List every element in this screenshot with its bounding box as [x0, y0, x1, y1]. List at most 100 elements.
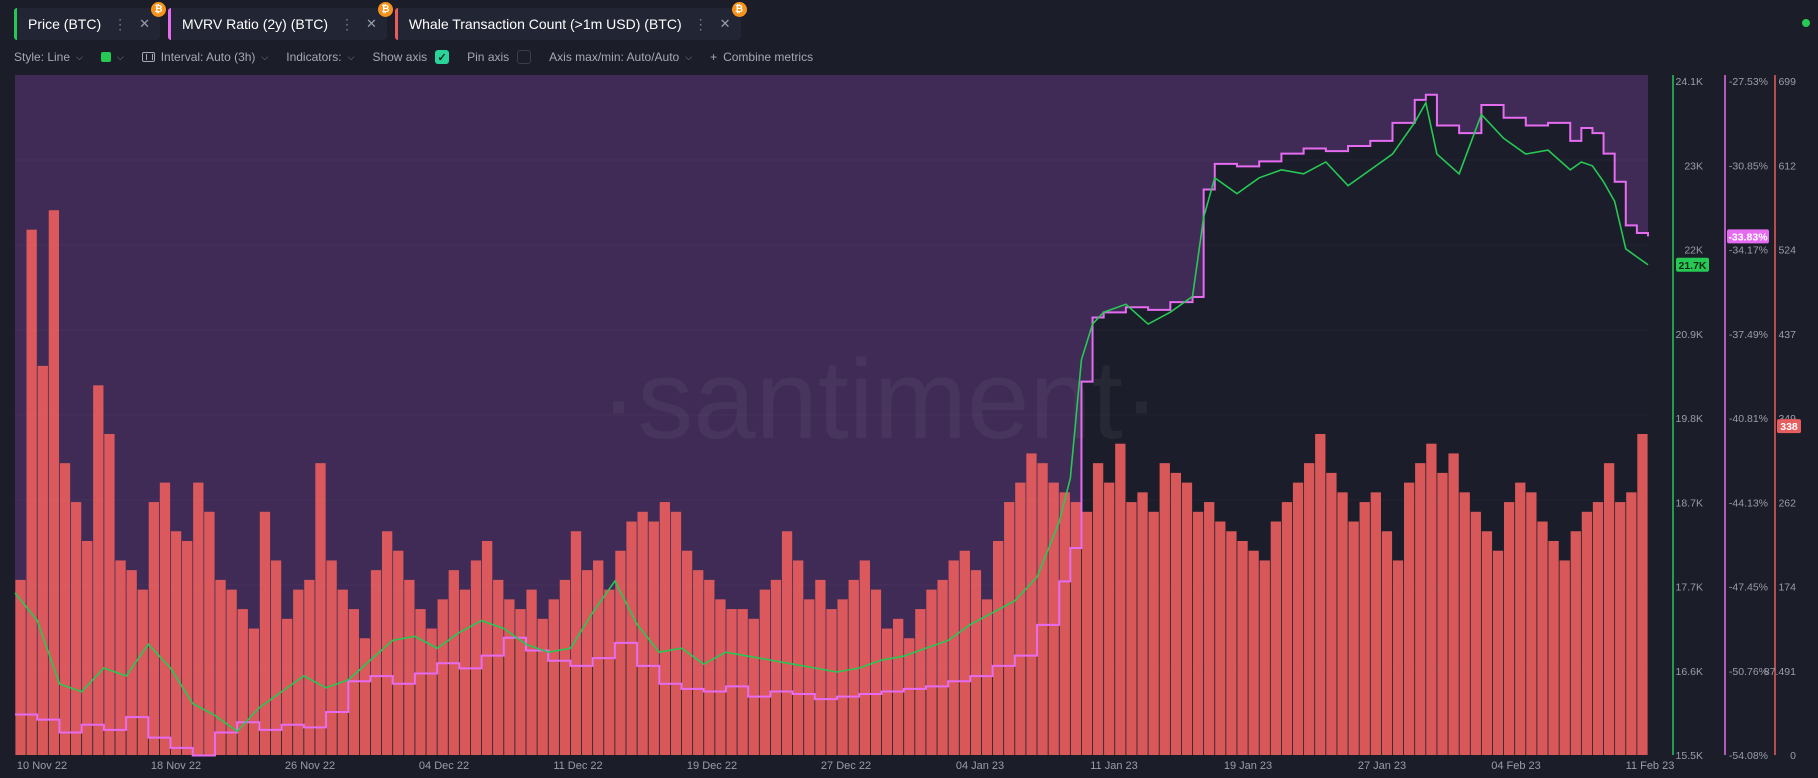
x-tick-label: 19 Jan 23 [1224, 760, 1272, 772]
y-tick-label: -50.76% [1729, 666, 1768, 678]
x-axis-ticks: 10 Nov 22 18 Nov 22 26 Nov 22 04 Dec 22 11 D… [17, 760, 1674, 772]
whale-bar [337, 589, 348, 755]
whale-bar [1059, 492, 1070, 755]
chevron-down-icon: ⌵ [76, 51, 83, 62]
whale-bar [1159, 463, 1170, 755]
bitcoin-icon: ₿ [731, 2, 747, 17]
whale-bar [182, 540, 193, 755]
interval-dropdown[interactable]: Interval: Auto (3h) ⌵ [141, 50, 269, 64]
live-status-dot [1802, 19, 1810, 27]
combine-metrics-button[interactable]: + Combine metrics [710, 50, 813, 64]
whale-bar [804, 599, 815, 755]
whale-bar [237, 609, 248, 755]
whale-bar [1026, 453, 1037, 755]
y-tick-label: 699 [1778, 76, 1796, 88]
x-tick-label: 27 Jan 23 [1358, 760, 1406, 772]
watermark: ·santiment· [600, 337, 1160, 462]
close-icon[interactable]: ✕ [366, 16, 377, 31]
whale-bar [15, 579, 26, 755]
axis-maxmin-label: Axis max/min: Auto/Auto [549, 50, 680, 64]
whale-bar [82, 540, 93, 755]
whale-bar [548, 599, 559, 755]
whale-bar [259, 511, 271, 755]
whale-bar [215, 579, 226, 755]
whale-bar [537, 618, 548, 755]
whale-bar [1592, 502, 1604, 755]
x-tick-label: 11 Feb 23 [1626, 760, 1675, 772]
whale-bar [759, 589, 771, 755]
close-icon[interactable]: ✕ [719, 16, 731, 31]
color-picker[interactable]: ⌵ [100, 52, 124, 63]
show-axis-label: Show axis [372, 50, 428, 64]
whale-bar [304, 579, 315, 755]
metric-color-bar [394, 8, 398, 40]
style-dropdown[interactable]: Style: Line ⌵ [14, 50, 83, 64]
whale-bar [1015, 482, 1026, 755]
whale-bar [93, 385, 104, 755]
metric-tab-whale[interactable]: Whale Transaction Count (>1m USD) (BTC) … [394, 2, 747, 40]
whale-bar [926, 589, 937, 755]
whale-bar [1459, 492, 1470, 755]
more-options-icon[interactable]: ⋮ [113, 15, 128, 32]
whale-bar [1181, 482, 1193, 755]
pin-axis-toggle[interactable]: Pin axis [467, 50, 532, 64]
axis-maxmin-dropdown[interactable]: Axis max/min: Auto/Auto ⌵ [549, 50, 692, 64]
whale-bar [37, 365, 48, 755]
whale-bar [1048, 482, 1059, 755]
chevron-down-icon: ⌵ [347, 51, 355, 62]
metric-tab-price[interactable]: Price (BTC) ⋮ ✕ ₿ [14, 2, 167, 40]
whale-bar [193, 482, 204, 755]
whale-bar [1426, 443, 1437, 755]
whale-bar [1204, 502, 1215, 755]
whale-bar [1215, 521, 1226, 755]
whale-bar [1315, 433, 1326, 755]
whale-bar [248, 628, 259, 755]
metric-tab-label: MVRV Ratio (2y) (BTC) [182, 16, 329, 32]
whale-bar [137, 589, 148, 755]
metric-tab-label: Whale Transaction Count (>1m USD) (BTC) [408, 16, 682, 32]
whale-bar [293, 589, 304, 755]
price-series-line [14, 100, 1649, 733]
more-options-icon[interactable]: ⋮ [693, 15, 708, 32]
whale-bar [837, 599, 848, 755]
whale-bar [915, 609, 926, 755]
y-tick-label: 612 [1778, 160, 1796, 172]
checkmark-icon[interactable]: ✓ [435, 50, 450, 64]
interval-label: Interval: Auto (3h) [160, 50, 256, 64]
metric-tab-label: Price (BTC) [28, 16, 102, 32]
whale-bar [892, 618, 904, 755]
whale-bar [1270, 521, 1282, 755]
whale-bar [1492, 550, 1504, 755]
y-tick-label: -37.49% [1729, 329, 1768, 341]
y-tick-label: 15.5K [1676, 750, 1703, 762]
whale-bar [693, 570, 704, 755]
y-tick-label: 437 [1778, 329, 1796, 341]
style-label: Style: Line [14, 50, 71, 64]
show-axis-toggle[interactable]: Show axis ✓ [372, 50, 450, 64]
whale-bar [159, 482, 171, 755]
y-tick-label: 20.9K [1676, 329, 1703, 341]
y-tick-label: -30.85% [1729, 160, 1768, 172]
checkbox-empty[interactable] [517, 50, 532, 64]
whale-bar [404, 579, 415, 755]
color-swatch [100, 52, 111, 62]
close-icon[interactable]: ✕ [139, 16, 151, 31]
indicators-dropdown[interactable]: Indicators: ⌵ [286, 50, 354, 64]
y-tick-label: 22K [1684, 245, 1703, 257]
whale-bar [426, 628, 437, 755]
whale-bar [115, 560, 126, 755]
more-options-icon[interactable]: ⋮ [340, 15, 355, 32]
whale-bar [1304, 463, 1315, 755]
chevron-down-icon: ⌵ [261, 51, 269, 62]
whale-bar [637, 511, 648, 755]
pin-axis-label: Pin axis [467, 50, 510, 64]
metric-tab-mvrv[interactable]: MVRV Ratio (2y) (BTC) ⋮ ✕ ₿ [168, 2, 393, 40]
whale-bar [1637, 433, 1648, 755]
whale-bar [1537, 521, 1548, 755]
whale-bar [1415, 463, 1426, 755]
whale-bar [1326, 472, 1337, 755]
value-badge-label: 21.7K [1678, 260, 1706, 272]
whale-bar [359, 638, 371, 755]
whale-bar [104, 433, 115, 755]
